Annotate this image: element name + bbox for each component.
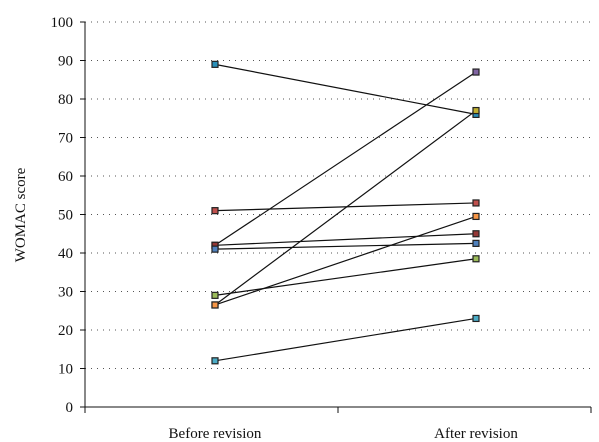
data-point-marker [211,357,219,365]
series-line [214,71,477,246]
series-line [214,242,477,250]
series-line [214,202,477,212]
data-point-marker [472,68,480,76]
data-point-marker [472,230,480,238]
data-point-marker [472,106,480,115]
data-point-marker [211,301,219,309]
y-tick-labels: 0 10 20 30 40 50 60 70 80 90 100 [51,15,85,416]
gridlines [85,21,591,369]
data-point-marker [472,212,480,221]
x-tick-label: After revision [434,426,518,442]
data-point-marker [211,60,219,68]
series-line [214,233,477,246]
y-tick-label: 0 [66,400,74,416]
data-point-marker [472,199,480,207]
series-line [214,258,477,296]
data-point-marker [472,255,480,263]
y-tick-label: 20 [58,323,73,339]
data-point-marker [211,291,219,299]
data-point-marker [472,239,480,247]
series-line [214,317,477,362]
data-point-marker [472,314,480,323]
y-tick-label: 50 [58,208,73,224]
y-tick-label: 30 [58,285,73,301]
y-tick-label: 100 [51,15,74,31]
series-line [214,110,477,306]
data-point-marker [211,245,219,253]
series-line [214,63,477,115]
y-tick-label: 10 [58,362,73,378]
series-group [211,60,480,365]
y-tick-label: 60 [58,169,73,185]
x-tick-labels: Before revision After revision [84,407,592,442]
x-tick-label: Before revision [169,426,262,442]
y-tick-label: 80 [58,92,73,108]
y-tick-label: 40 [58,246,73,262]
y-axis-label: WOMAC score [13,167,29,262]
data-point-marker [211,207,219,215]
y-tick-label: 70 [58,131,73,147]
series-line [214,215,477,306]
y-tick-label: 90 [58,54,73,70]
